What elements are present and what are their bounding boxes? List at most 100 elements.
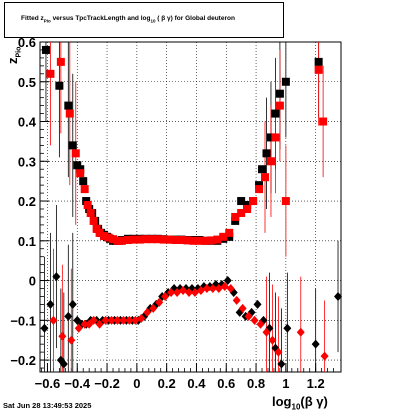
diamond-marker (74, 323, 83, 333)
diamond-marker (52, 272, 61, 282)
square-marker (266, 133, 275, 142)
square-marker (266, 157, 275, 166)
diamond-marker (40, 323, 49, 333)
square-marker (195, 236, 204, 245)
chart-title: Fitted zPio versus TpcTrackLength and lo… (21, 15, 235, 23)
square-marker (153, 235, 162, 244)
square-marker (231, 212, 240, 221)
y-tick-labels: −0.2 −0.1 0 0.1 0.2 0.3 0.4 0.5 0.6 (10, 35, 36, 368)
square-marker (104, 233, 113, 242)
chart-title-box: Fitted zPio versus TpcTrackLength and lo… (4, 2, 284, 38)
square-marker (76, 169, 85, 178)
x-tick-label: 0.8 (247, 376, 265, 391)
x-tick-label: −0.2 (94, 376, 120, 391)
y-tick-label: 0.5 (18, 75, 36, 90)
square-marker (80, 185, 89, 194)
square-marker (65, 109, 74, 118)
square-marker (213, 235, 222, 244)
timestamp: Sat Jun 28 13:49:53 2025 (3, 401, 92, 410)
diamond-marker (214, 284, 223, 294)
square-marker (64, 101, 73, 110)
square-marker (281, 77, 290, 86)
square-marker (255, 185, 264, 194)
square-marker (258, 165, 267, 174)
diamond-marker (208, 284, 217, 294)
square-marker (275, 89, 284, 98)
square-marker (319, 117, 328, 126)
diamond-marker (296, 327, 305, 337)
y-tick-label: 0.4 (18, 115, 37, 130)
diamond-marker (56, 355, 65, 365)
x-tick-label: 1 (282, 376, 289, 391)
title-part-4: 10 (150, 18, 156, 24)
square-marker (135, 235, 144, 244)
x-tick-label: −0.6 (35, 376, 61, 391)
x-tick-labels: −0.6 −0.4 −0.2 0 0.2 0.4 0.6 0.8 1 1.2 (35, 376, 325, 391)
diamond-marker (253, 299, 262, 309)
square-marker (79, 177, 88, 186)
diamond-marker (137, 313, 146, 323)
diamond-marker (179, 285, 188, 295)
x-tick-label: 0.4 (187, 376, 206, 391)
diamond-marker (334, 291, 343, 301)
square-marker (177, 236, 186, 244)
diamond-marker (46, 299, 55, 309)
diamond-marker (119, 315, 128, 325)
square-marker (71, 149, 80, 158)
square-marker (83, 201, 92, 210)
diamond-marker (185, 287, 194, 297)
diamond-marker (196, 285, 205, 295)
square-marker (46, 69, 55, 78)
x-tick-label: 0.6 (217, 376, 235, 391)
diamond-marker (125, 315, 134, 325)
diamond-marker (202, 284, 211, 294)
diamond-marker (250, 315, 259, 325)
square-marker (271, 133, 280, 142)
diamond-marker (101, 315, 110, 325)
square-marker (141, 235, 150, 244)
square-marker (147, 235, 156, 244)
y-tick-label: −0.1 (10, 313, 36, 328)
diamond-marker (107, 315, 116, 325)
diamond-marker (226, 284, 235, 294)
square-marker (129, 235, 138, 244)
y-tick-label: −0.2 (10, 353, 36, 368)
diamond-marker (58, 331, 67, 341)
title-part-3: versus TpcTrackLength and log (50, 15, 151, 22)
diamond-marker (143, 307, 152, 317)
square-marker (183, 236, 192, 245)
data-points (40, 45, 343, 369)
diamond-marker (80, 319, 89, 329)
x-tick-label: −0.4 (64, 376, 90, 391)
x-tick-label: 0.2 (158, 376, 176, 391)
diamond-marker (89, 315, 98, 325)
square-marker (237, 208, 246, 217)
diamond-marker (320, 351, 329, 361)
square-marker (89, 216, 98, 225)
diamond-marker (277, 359, 286, 369)
square-marker (117, 236, 126, 245)
x-tick-label: 1.2 (307, 376, 325, 391)
square-marker (123, 236, 132, 244)
square-marker (314, 57, 323, 66)
diamond-marker (232, 295, 241, 305)
title-part-2: Pio (43, 18, 51, 24)
diamond-marker (49, 315, 58, 325)
diamond-marker (190, 287, 199, 297)
diamond-marker (161, 291, 170, 301)
square-marker (262, 149, 271, 158)
diamond-marker (311, 339, 320, 349)
diamond-marker (283, 323, 292, 333)
square-marker (207, 236, 216, 245)
square-marker (109, 235, 118, 244)
square-marker (56, 57, 65, 66)
y-axis-label: zPio (5, 46, 23, 64)
diamond-marker (173, 287, 182, 297)
diamond-marker (131, 315, 140, 325)
diamond-marker (274, 347, 283, 357)
square-marker (243, 204, 252, 213)
y-tick-label: 0 (29, 274, 36, 289)
square-marker (271, 109, 280, 118)
square-marker (237, 197, 246, 206)
